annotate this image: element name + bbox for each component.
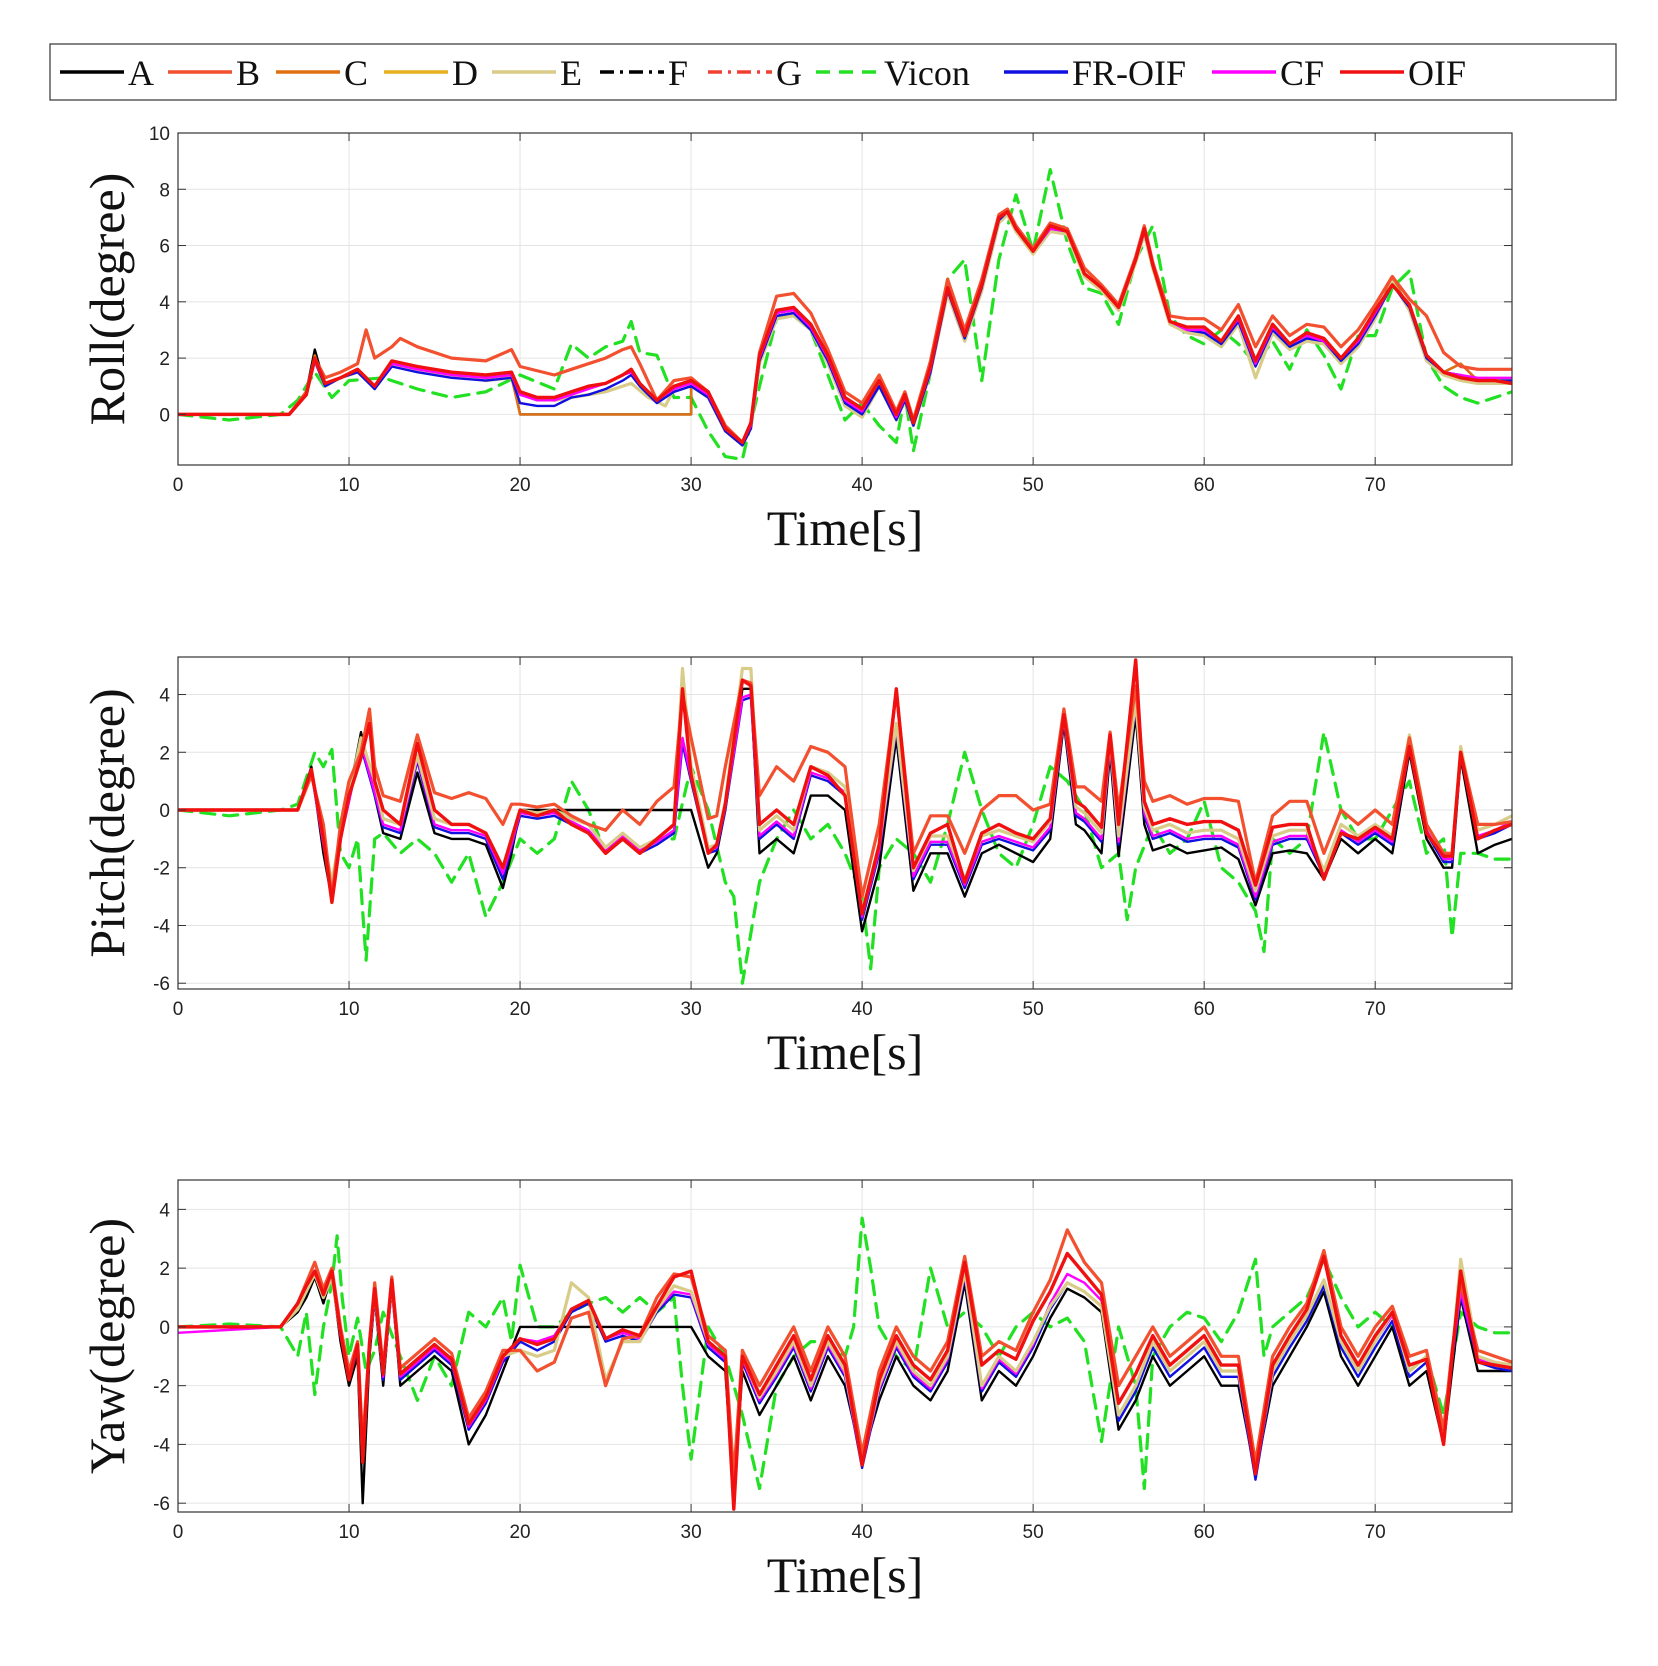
pitch-subplot: 0 10 20 30 40 50 60 70 -6 -4 -2 0 2 4 Time[s] Pitch(deg… (79, 656, 1513, 1080)
pitch-xtick-label: 10 (338, 999, 359, 1020)
roll-xlabel: Time[s] (767, 500, 924, 556)
yaw-ytick-label: -4 (153, 1435, 170, 1456)
roll-xtick-label: 30 (681, 475, 702, 496)
pitch-ylabel: Pitch(degree) (79, 688, 135, 957)
pitch-xtick-label: 50 (1023, 999, 1044, 1020)
roll-xtick-label: 10 (338, 475, 359, 496)
pitch-xtick-label: 60 (1194, 999, 1215, 1020)
roll-ytick-label: 0 (159, 405, 170, 426)
pitch-xlabel: Time[s] (767, 1024, 924, 1080)
yaw-ytick-label: -6 (153, 1494, 170, 1515)
yaw-xtick-label: 0 (173, 1522, 184, 1543)
roll-ytick-label: 10 (149, 124, 170, 145)
pitch-xtick-label: 30 (681, 999, 702, 1020)
legend-label-a: A (128, 53, 154, 93)
yaw-ytick-label: 4 (159, 1200, 170, 1221)
yaw-ytick-label: 2 (159, 1259, 170, 1280)
roll-axes-frame (177, 132, 1513, 466)
yaw-ylabel: Yaw(degree) (79, 1218, 135, 1474)
legend-label-c: C (344, 53, 368, 93)
legend-label-cf: CF (1280, 53, 1324, 93)
pitch-ytick-label: -6 (153, 974, 170, 995)
pitch-series-b (178, 678, 1512, 899)
pitch-series-a (178, 687, 1512, 933)
yaw-series-group (178, 1216, 1512, 1511)
yaw-xtick-label: 30 (681, 1522, 702, 1543)
yaw-xtick-label: 20 (509, 1522, 530, 1543)
roll-xtick-label: 40 (852, 475, 873, 496)
roll-ytick-label: 6 (159, 237, 170, 258)
pitch-ytick-label: 0 (159, 801, 170, 822)
yaw-xtick-label: 50 (1023, 1522, 1044, 1543)
legend-label-e: E (560, 53, 582, 93)
yaw-xtick-label: 40 (852, 1522, 873, 1543)
legend-label-g: G (776, 53, 802, 93)
legend-label-b: B (236, 53, 260, 93)
legend-label-fr-oif: FR-OIF (1072, 53, 1186, 93)
roll-subplot: 0 10 20 30 40 50 60 70 0 2 4 6 8 10 Time[s] Roll(degree… (79, 124, 1513, 556)
yaw-xtick-label: 70 (1365, 1522, 1386, 1543)
yaw-series-oif (178, 1251, 1512, 1511)
pitch-plot-area (178, 657, 1512, 989)
roll-ytick-label: 4 (159, 293, 170, 314)
legend-label-vicon: Vicon (884, 53, 970, 93)
pitch-ytick-label: 2 (159, 743, 170, 764)
legend: A B C D E F G Vicon FR-OIF CF OIF (49, 43, 1617, 101)
roll-series-group (178, 168, 1512, 461)
pitch-ytick-label: -4 (153, 916, 170, 937)
yaw-plot-area (178, 1180, 1512, 1512)
yaw-xlabel: Time[s] (767, 1547, 924, 1603)
roll-xtick-label: 0 (173, 475, 184, 496)
roll-ylabel: Roll(degree) (79, 173, 135, 426)
pitch-series-oif (178, 658, 1512, 916)
roll-ytick-label: 8 (159, 180, 170, 201)
pitch-ytick-label: 4 (159, 686, 170, 707)
yaw-subplot: 0 10 20 30 40 50 60 70 -6 -4 -2 0 2 4 Time[s] Yaw(degre… (79, 1179, 1513, 1603)
yaw-axes-frame (177, 1179, 1513, 1513)
legend-label-oif: OIF (1408, 53, 1466, 93)
roll-ytick-label: 2 (159, 349, 170, 370)
roll-xtick-label: 20 (509, 475, 530, 496)
roll-plot-area (178, 133, 1512, 465)
pitch-xtick-label: 20 (509, 999, 530, 1020)
roll-series-oif (178, 210, 1512, 445)
pitch-axes-frame (177, 656, 1513, 990)
pitch-xtick-label: 70 (1365, 999, 1386, 1020)
legend-label-d: D (452, 53, 478, 93)
roll-xtick-label: 70 (1365, 475, 1386, 496)
yaw-ytick-label: 0 (159, 1318, 170, 1339)
yaw-ytick-label: -2 (153, 1377, 170, 1398)
yaw-xtick-label: 10 (338, 1522, 359, 1543)
yaw-xtick-label: 60 (1194, 1522, 1215, 1543)
pitch-ytick-label: -2 (153, 859, 170, 880)
pitch-xtick-label: 0 (173, 999, 184, 1020)
roll-xtick-label: 60 (1194, 475, 1215, 496)
legend-label-f: F (668, 53, 688, 93)
pitch-series-group (178, 658, 1512, 985)
roll-xtick-label: 50 (1023, 475, 1044, 496)
pitch-xtick-label: 40 (852, 999, 873, 1020)
